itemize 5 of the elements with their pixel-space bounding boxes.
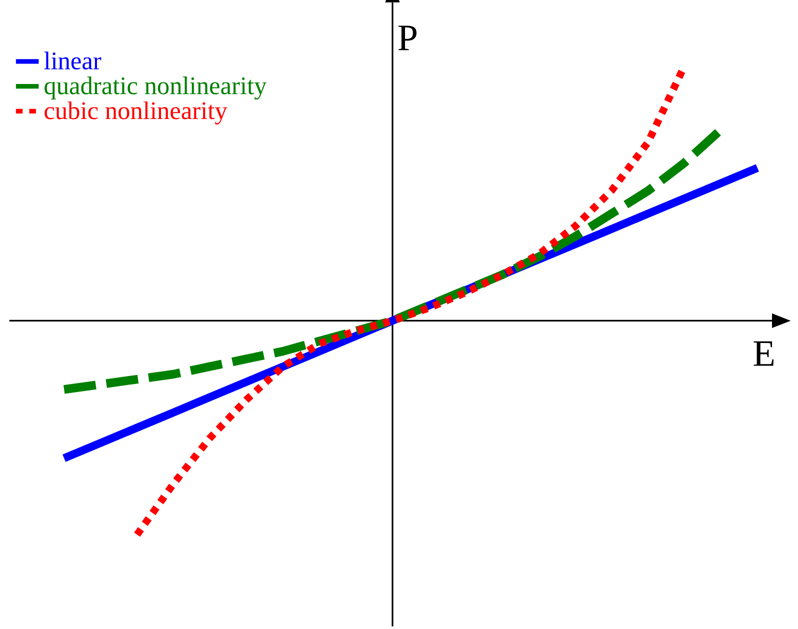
legend-label: cubic nonlinearity (44, 101, 228, 124)
x-axis-title: E (754, 341, 774, 366)
y-axis-title: P (398, 26, 417, 50)
legend-label: linear (44, 52, 102, 70)
legend-label: quadratic nonlinearity (44, 76, 267, 100)
